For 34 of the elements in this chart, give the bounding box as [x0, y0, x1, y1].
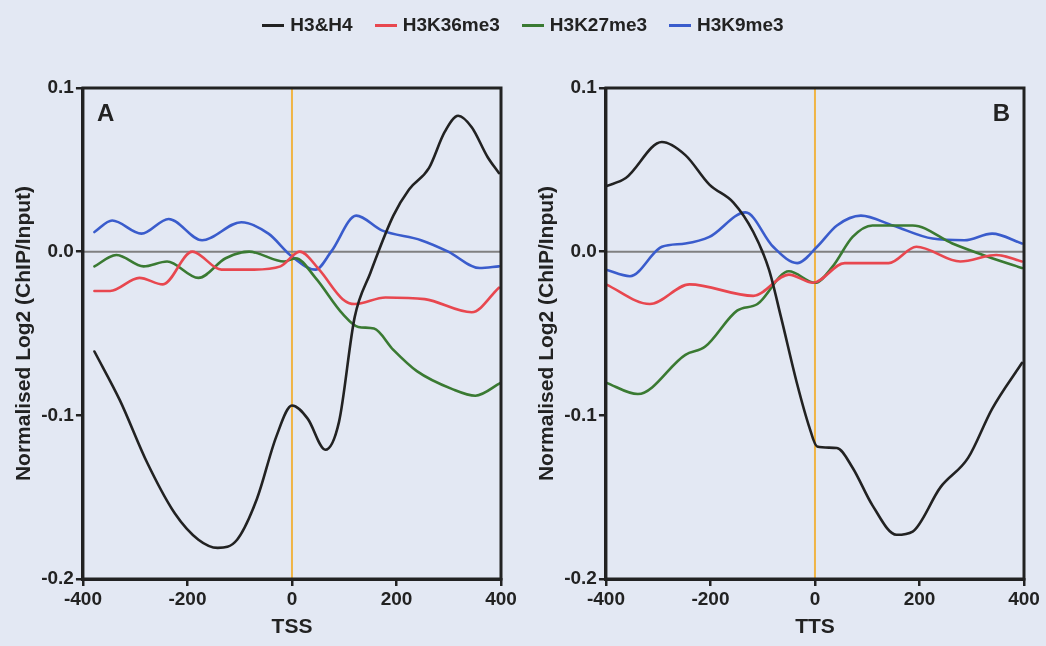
- y-tick-label: 0.1: [47, 76, 75, 98]
- y-tick-label: -0.2: [41, 567, 74, 589]
- legend-label: H3K27me3: [549, 14, 648, 36]
- line-series: [605, 211, 1024, 278]
- line-series: [93, 250, 501, 314]
- x-tick-label: 400: [485, 587, 517, 609]
- annotation: B: [992, 98, 1010, 126]
- legend-label: H3K36me3: [402, 14, 500, 36]
- y-tick-label: -0.1: [564, 403, 598, 425]
- x-tick-label: 0: [809, 587, 821, 609]
- x-tick-label: 0: [286, 587, 298, 609]
- x-tick-label: 400: [1008, 587, 1040, 609]
- y-tick-label: 0.0: [570, 239, 597, 261]
- x-tick-label: 200: [380, 587, 413, 609]
- y-axis-title: Normalised Log2 (ChIP/Input): [534, 185, 558, 482]
- legend-label: H3K9me3: [697, 14, 784, 36]
- line-series: [93, 250, 501, 397]
- x-axis-title: TTS: [795, 614, 835, 638]
- y-tick-label: -0.1: [41, 403, 75, 425]
- x-tick-label: -200: [168, 587, 207, 609]
- y-tick-label: -0.2: [564, 567, 597, 589]
- x-tick-label: -200: [691, 587, 730, 609]
- line-series: [605, 224, 1024, 396]
- legend-label: H3&H4: [290, 14, 353, 36]
- x-tick-label: -400: [63, 587, 102, 609]
- x-axis-title: TSS: [271, 614, 313, 638]
- x-tick-label: 200: [903, 587, 936, 609]
- line-series: [93, 214, 501, 271]
- y-tick-label: 0.1: [570, 76, 598, 98]
- line-series: [605, 245, 1024, 306]
- y-axis-title: Normalised Log2 (ChIP/Input): [11, 185, 35, 482]
- annotation: A: [96, 98, 115, 126]
- x-tick-label: -400: [586, 587, 625, 609]
- y-tick-label: 0.0: [47, 239, 74, 261]
